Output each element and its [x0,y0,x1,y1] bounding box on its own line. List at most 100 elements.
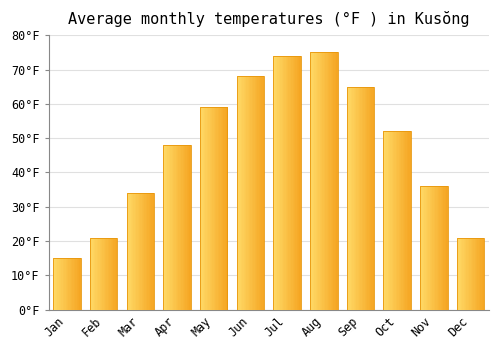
Bar [350,87,351,310]
Bar [444,186,445,310]
Bar [218,107,220,310]
Bar [290,56,292,310]
Bar [70,258,71,310]
Bar [336,52,338,310]
Bar [474,238,476,310]
Bar [80,258,81,310]
Bar [110,238,112,310]
Bar [280,56,281,310]
Bar [170,145,172,310]
Bar [104,238,105,310]
Bar [288,56,290,310]
Bar [202,107,203,310]
Bar [346,87,348,310]
Bar [386,131,388,310]
Bar [236,76,264,310]
Bar [54,258,56,310]
Bar [216,107,218,310]
Bar [332,52,334,310]
Bar [312,52,313,310]
Bar [173,145,174,310]
Bar [147,193,148,310]
Bar [348,87,350,310]
Bar [246,76,248,310]
Bar [116,238,117,310]
Bar [438,186,440,310]
Bar [458,238,460,310]
Bar [434,186,436,310]
Bar [354,87,355,310]
Bar [60,258,62,310]
Bar [470,238,472,310]
Bar [254,76,256,310]
Bar [210,107,211,310]
Bar [282,56,283,310]
Bar [402,131,404,310]
Bar [258,76,260,310]
Bar [64,258,66,310]
Bar [446,186,448,310]
Bar [220,107,222,310]
Bar [356,87,358,310]
Bar [396,131,397,310]
Bar [219,107,220,310]
Bar [238,76,240,310]
Bar [215,107,216,310]
Bar [424,186,426,310]
Bar [310,52,312,310]
Bar [325,52,326,310]
Bar [132,193,134,310]
Bar [400,131,402,310]
Bar [466,238,468,310]
Bar [276,56,278,310]
Bar [186,145,188,310]
Bar [178,145,180,310]
Bar [427,186,428,310]
Bar [126,193,154,310]
Bar [397,131,398,310]
Bar [146,193,148,310]
Bar [190,145,191,310]
Bar [363,87,364,310]
Bar [278,56,279,310]
Bar [182,145,184,310]
Bar [101,238,102,310]
Bar [334,52,335,310]
Bar [286,56,287,310]
Bar [114,238,116,310]
Bar [394,131,396,310]
Bar [320,52,321,310]
Bar [148,193,150,310]
Bar [236,76,238,310]
Bar [94,238,96,310]
Bar [172,145,173,310]
Bar [420,186,448,310]
Bar [469,238,470,310]
Bar [406,131,407,310]
Bar [385,131,386,310]
Bar [346,87,374,310]
Bar [202,107,204,310]
Bar [360,87,362,310]
Bar [62,258,63,310]
Bar [330,52,332,310]
Bar [440,186,441,310]
Bar [428,186,430,310]
Bar [274,56,301,310]
Bar [476,238,478,310]
Bar [214,107,215,310]
Bar [479,238,480,310]
Bar [274,56,275,310]
Bar [177,145,178,310]
Bar [352,87,354,310]
Bar [426,186,427,310]
Bar [460,238,461,310]
Bar [211,107,212,310]
Bar [53,258,54,310]
Bar [90,238,92,310]
Bar [263,76,264,310]
Bar [206,107,207,310]
Bar [181,145,182,310]
Title: Average monthly temperatures (°F ) in Kusŏng: Average monthly temperatures (°F ) in Ku… [68,11,469,27]
Bar [74,258,76,310]
